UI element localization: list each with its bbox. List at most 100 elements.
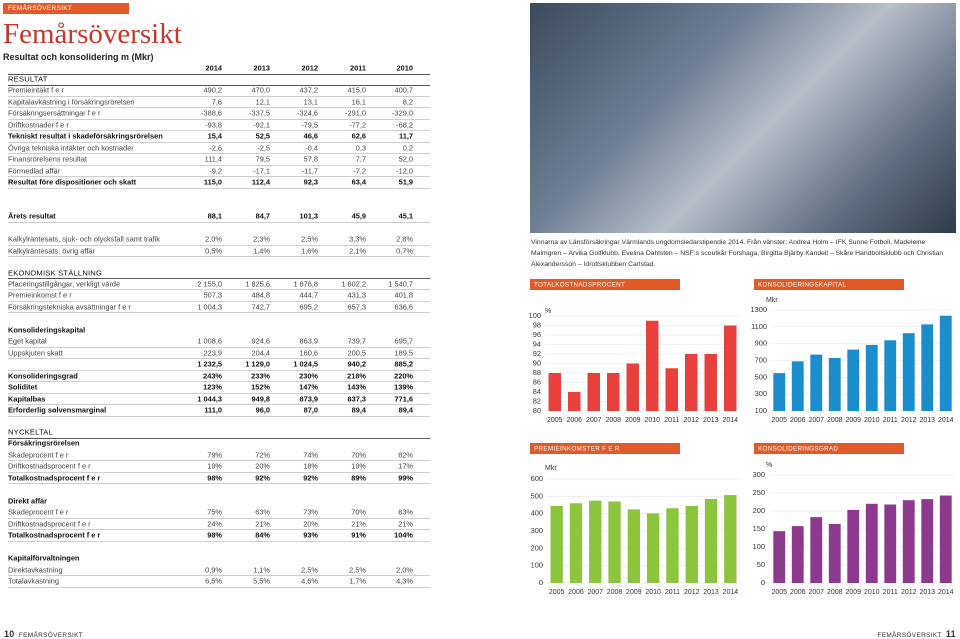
- row-label: Totalkostnadsprocent f e r: [8, 530, 101, 540]
- x-tick-label: 2012: [684, 589, 700, 596]
- table-cell: 2010: [396, 63, 413, 73]
- y-tick-label: 500: [531, 491, 543, 500]
- table-cell: 0,3: [355, 143, 366, 153]
- table-cell: 400,7: [394, 85, 414, 95]
- table-cell: 46,6: [303, 131, 318, 141]
- table-cell: 1 676,8: [293, 279, 318, 289]
- x-tick-label: 2005: [771, 589, 787, 596]
- table-cell: -324,6: [297, 108, 318, 118]
- row-rule: [8, 460, 430, 462]
- y-tick-label: 200: [753, 506, 765, 515]
- row-rule: [8, 176, 430, 178]
- bar: [646, 320, 659, 411]
- bar: [939, 495, 952, 583]
- row-label: Årets resultat: [8, 211, 56, 221]
- row-label: Förmedlad affär: [8, 166, 61, 176]
- table-cell: 70%: [351, 450, 366, 460]
- row-rule: [8, 483, 430, 485]
- table-cell: 2 155,0: [197, 279, 222, 289]
- row-rule: [8, 289, 430, 291]
- table-cell: 72%: [255, 450, 270, 460]
- table-cell: 51,9: [398, 177, 413, 187]
- footer-left: 10 FEMÅRSÖVERSIKT: [4, 629, 83, 639]
- table-cell: 18%: [303, 461, 318, 471]
- table-cell: 863,9: [299, 336, 319, 346]
- table-cell: 1 825,6: [245, 279, 270, 289]
- row-rule: [8, 437, 430, 439]
- table-cell: 19%: [207, 461, 222, 471]
- table-cell: -93,8: [205, 120, 222, 130]
- table-cell: 189,5: [394, 348, 414, 358]
- row-rule: [8, 415, 430, 417]
- table-cell: -77,2: [349, 120, 366, 130]
- y-tick-label: 0: [761, 578, 765, 587]
- x-tick-label: 2006: [566, 417, 582, 424]
- x-tick-label: 2012: [901, 417, 917, 424]
- chart-title: PREMIEINKOMSTER F E R: [534, 446, 620, 453]
- table-cell: 657,3: [347, 302, 367, 312]
- table-cell: 1 602,2: [341, 279, 366, 289]
- table-cell: 84,7: [255, 211, 270, 221]
- table-cell: 21%: [255, 519, 270, 529]
- y-tick-label: 1300: [751, 305, 767, 314]
- table-cell: 92%: [303, 473, 318, 483]
- table-cell: 771,6: [394, 394, 414, 404]
- table-cell: 885,2: [394, 359, 414, 369]
- table-cell: 230%: [299, 371, 318, 381]
- row-label: Erforderlig solvensmarginal: [8, 405, 107, 415]
- table-cell: 1 008,6: [197, 336, 222, 346]
- y-tick-label: 100: [529, 311, 541, 320]
- x-tick-label: 2014: [938, 589, 954, 596]
- y-tick-label: 250: [753, 488, 765, 497]
- table-cell: 1 024,5: [293, 359, 318, 369]
- y-tick-label: 150: [753, 524, 765, 533]
- x-tick-label: 2005: [549, 589, 565, 596]
- table-cell: 924,6: [251, 336, 271, 346]
- x-tick-label: 2014: [722, 417, 738, 424]
- table-cell: 52,5: [255, 131, 270, 141]
- table-cell: 63%: [255, 507, 270, 517]
- row-rule: [8, 221, 430, 223]
- table-cell: 2,8%: [396, 234, 413, 244]
- row-label: Kalkylräntesats, sjuk- och olycksfall sa…: [8, 234, 160, 244]
- group-title: Direkt affär: [8, 496, 48, 506]
- row-rule: [8, 73, 430, 75]
- row-rule: [8, 300, 430, 302]
- table-cell: 45,9: [351, 211, 366, 221]
- table-cell: 484,8: [251, 290, 271, 300]
- table-cell: -17,1: [253, 166, 270, 176]
- row-label: Uppskjuten skatt: [8, 348, 63, 358]
- x-tick-label: 2007: [587, 589, 603, 596]
- table-cell: 837,3: [347, 394, 367, 404]
- chart-title-bar: [530, 443, 680, 454]
- table-cell: 5,5%: [253, 576, 270, 586]
- page-subtitle: Resultat och konsolidering m (Mkr): [3, 52, 154, 62]
- bar: [550, 505, 563, 583]
- x-tick-label: 2010: [864, 589, 880, 596]
- table-cell: -388,6: [201, 108, 222, 118]
- y-tick-label: 300: [755, 389, 767, 398]
- page-title: Femårsöversikt: [3, 18, 182, 50]
- table-cell: 89,4: [398, 405, 413, 415]
- table-cell: 20%: [255, 461, 270, 471]
- table-cell: 437,2: [299, 85, 319, 95]
- row-rule: [8, 517, 430, 519]
- row-rule: [8, 575, 430, 577]
- row-rule: [8, 586, 430, 588]
- table-cell: 147%: [299, 382, 318, 392]
- table-cell: 111,4: [204, 154, 222, 164]
- x-tick-label: 2010: [644, 417, 660, 424]
- x-tick-label: 2007: [586, 417, 602, 424]
- x-tick-label: 2009: [626, 589, 642, 596]
- group-title: Konsolideringskapital: [8, 325, 86, 335]
- row-label: Tekniskt resultat i skadeförsäkringsröre…: [8, 131, 163, 141]
- row-label: Försäkringstekniska avsättningar f e r: [8, 302, 131, 312]
- table-cell: 84%: [255, 530, 270, 540]
- bar: [847, 509, 860, 583]
- x-tick-label: 2007: [808, 417, 824, 424]
- x-tick-label: 2013: [703, 417, 719, 424]
- section-title: RESULTAT: [8, 74, 48, 84]
- table-cell: 152%: [251, 382, 270, 392]
- table-cell: 7,7: [355, 154, 366, 164]
- bar: [724, 325, 737, 411]
